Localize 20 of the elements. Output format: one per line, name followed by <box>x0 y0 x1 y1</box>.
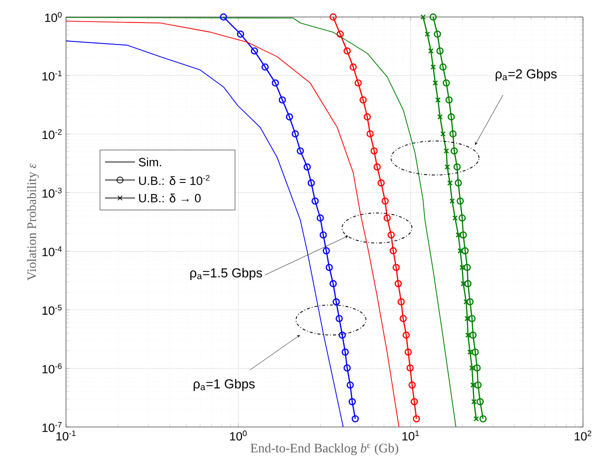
annotation: U.B.: δ = 10$^{-2}$ <box>139 174 210 185</box>
y-tick-label: 10$^{-4}$ <box>42 246 62 256</box>
annotation: ρ$_{a}$=1 Gbps <box>194 378 255 392</box>
y-axis-title: Violation Probability ε <box>26 163 39 280</box>
y-tick-label: 10$^{-2}$ <box>42 129 62 140</box>
x-tick-label: 10$^{-1}$ <box>56 430 76 440</box>
y-tick-label: 10$^{-1}$ <box>42 70 62 81</box>
y-tick-label: 10$^{-7}$ <box>42 422 62 432</box>
annotation: ρ$_{a}$=2 Gbps <box>496 68 557 82</box>
x-tick-label: 10$^{1}$ <box>402 430 419 440</box>
annotation: Sim. <box>138 158 162 166</box>
annotation: ρ$_{a}$=1.5 Gbps <box>190 268 262 280</box>
y-tick-label: 10$^{-6}$ <box>42 363 62 374</box>
y-tick-label: 10$^{-5}$ <box>42 304 62 315</box>
y-tick-label: 10$^{-3}$ <box>42 188 62 198</box>
x-tick-label: 10$^{2}$ <box>574 430 592 441</box>
x-axis-title: End-to-End Backlog b$^{ε}$ (Gb) <box>250 443 398 456</box>
y-tick-label: 10$^{0}$ <box>45 12 62 22</box>
annotation: U.B.: δ → 0 <box>139 194 201 202</box>
x-tick-label: 10$^{0}$ <box>230 430 247 441</box>
